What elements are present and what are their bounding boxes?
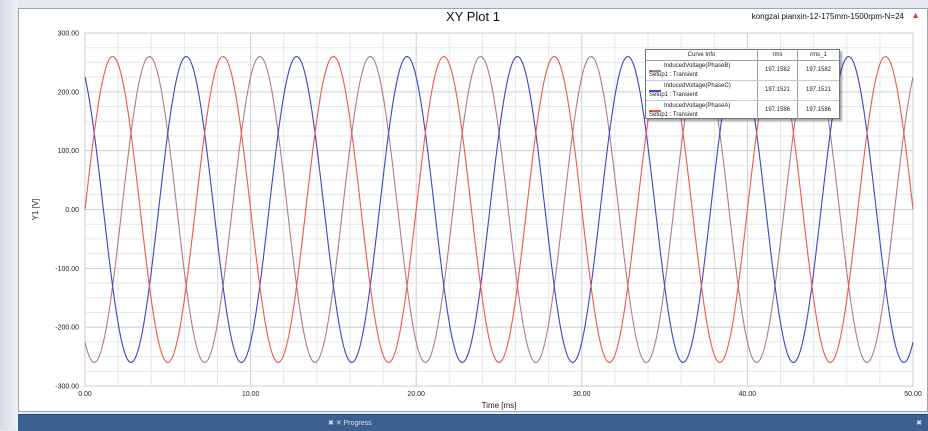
x-tick-label: 50.00 <box>904 391 922 398</box>
legend-col-rms: rms <box>758 50 798 60</box>
x-tick-label: 40.00 <box>739 391 757 398</box>
legend-header: Curve Info rms rms_1 <box>646 50 839 61</box>
legend-swatch <box>649 70 661 72</box>
legend-col-curve: Curve Info <box>646 50 758 60</box>
legend-entry-setup: Setup1 : Transient <box>649 72 698 78</box>
x-tick-label: 20.00 <box>407 391 425 398</box>
title-marker-icon[interactable]: ▲ <box>911 10 920 20</box>
legend-entry-name: InducedVoltage(PhaseB) <box>664 63 731 69</box>
legend-entry-name: InducedVoltage(PhaseA) <box>664 103 731 109</box>
tick-labels: 0.00 10.00 20.00 30.00 40.00 50.00 300.00 200.0… <box>55 31 922 399</box>
y-tick-label: -100.00 <box>55 266 79 273</box>
y-tick-label: 300.00 <box>58 31 80 38</box>
x-axis-label: Time [ms] <box>482 401 517 410</box>
legend[interactable]: Curve Info rms rms_1 InducedVoltage(Phas… <box>645 49 840 120</box>
legend-rms-1-value: 197.1586 <box>805 107 832 113</box>
plot-title: XY Plot 1 <box>446 9 500 24</box>
y-tick-label: 100.00 <box>58 148 80 155</box>
background-panel <box>0 0 18 430</box>
grid <box>84 32 914 387</box>
plot-titlebar: XY Plot 1 kongzai pianxin-12-175mm-1500r… <box>18 8 928 26</box>
legend-swatch <box>649 90 661 92</box>
plot-subtitle: kongzai pianxin-12-175mm-1500rpm-N=24 <box>751 12 904 21</box>
series-line-2 <box>84 55 914 364</box>
legend-entry-setup: Setup1 : Transient <box>649 92 698 98</box>
panel-close-icon[interactable]: ✖ <box>916 420 922 427</box>
legend-col-rms-1: rms_1 <box>810 52 827 58</box>
progress-tab[interactable]: ✖ ✕ Progress <box>328 420 372 427</box>
y-tick-label: -200.00 <box>55 325 79 332</box>
legend-rms-value: 197.1586 <box>758 101 798 120</box>
legend-rms-value: 197.1521 <box>758 81 798 100</box>
legend-entry-name: InducedVoltage(PhaseC) <box>664 83 731 89</box>
x-tick-label: 30.00 <box>573 391 591 398</box>
x-tick-label: 0.00 <box>78 391 92 398</box>
y-tick-label: 200.00 <box>58 89 80 96</box>
y-tick-label: -300.00 <box>55 384 79 391</box>
legend-row-phase-a[interactable]: InducedVoltage(PhaseA) Setup1 : Transien… <box>646 101 839 120</box>
legend-rms-1-value: 197.1582 <box>805 67 832 73</box>
legend-row-phase-b[interactable]: InducedVoltage(PhaseB) Setup1 : Transien… <box>646 61 839 81</box>
legend-entry-setup: Setup1 : Transient <box>649 112 698 118</box>
legend-rms-1-value: 197.1521 <box>805 87 832 93</box>
y-tick-label: 0.00 <box>65 207 79 214</box>
legend-rms-value: 197.1582 <box>758 61 798 80</box>
x-tick-label: 10.00 <box>242 391 260 398</box>
legend-row-phase-c[interactable]: InducedVoltage(PhaseC) Setup1 : Transien… <box>646 81 839 101</box>
legend-swatch <box>649 110 661 112</box>
progress-panel-bar[interactable]: ✖ ✕ Progress ✖ <box>18 414 928 431</box>
y-axis-label: Y1 [V] <box>31 199 40 221</box>
